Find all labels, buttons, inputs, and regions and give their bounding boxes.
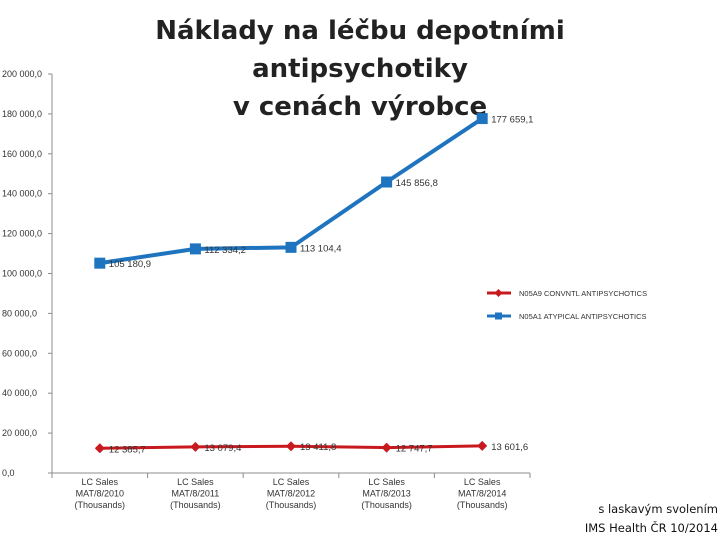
data-label: 112 334,2 [204,245,246,256]
y-tick-label: 120 000,0 [2,229,42,239]
x-category-label-line: LC Sales [464,477,501,487]
x-category-label-line: LC Sales [82,477,119,487]
x-category-label-line: (Thousands) [75,500,126,510]
data-label: 12 385,7 [109,444,146,455]
x-category-label-line: MAT/8/2013 [362,489,410,499]
y-tick-label: 0,0 [2,468,15,478]
data-label: 105 180,9 [109,259,151,270]
legend-item: N05A1 ATYPICAL ANTIPSYCHOTICS [487,312,647,321]
y-tick-label: 40 000,0 [2,388,37,398]
x-category-label-line: (Thousands) [361,500,412,510]
data-label: 12 747,7 [396,444,433,455]
credit-line-1: s laskavým svolením [598,502,718,516]
data-label: 13 079,4 [204,443,241,454]
credit-line-2: IMS Health ČR 10/2014 [584,521,718,535]
x-category-label-line: (Thousands) [457,500,508,510]
legend-marker [495,312,502,320]
series-line [99,116,484,266]
data-point-marker [285,241,297,253]
chart-axes: 0,0 20 000,0 40 000,0 60 000,0 80 000,0 100 0… [2,69,531,510]
chart-legend: N05A9 CONVNTL ANTIPSYCHOTICS N05A1 ATYPIC… [487,289,647,321]
data-point-marker [477,440,488,451]
y-tick-label: 60 000,0 [2,348,37,358]
y-tick-label: 20 000,0 [2,428,37,438]
y-tick-label: 200 000,0 [2,69,42,79]
data-label: 13 411,8 [300,442,336,453]
x-category-label-line: LC Sales [177,477,214,487]
x-category-label: LC Sales MAT/8/2011 (Thousands) [170,477,221,510]
y-tick-label: 160 000,0 [2,149,42,159]
data-point-marker [94,443,105,454]
legend-item: N05A9 CONVNTL ANTIPSYCHOTICS [487,289,647,298]
x-category-label-line: MAT/8/2011 [172,489,220,499]
y-tick-label: 140 000,0 [2,189,42,199]
data-point-marker [189,243,201,255]
x-category-label-line: (Thousands) [266,500,317,510]
chart-title: Náklady na léčbu depotními antipsychotik… [50,12,670,126]
legend-label: N05A9 CONVNTL ANTIPSYCHOTICS [519,289,647,298]
x-category-label: LC Sales MAT/8/2014 (Thousands) [457,477,508,510]
x-category-label: LC Sales MAT/8/2010 (Thousands) [75,477,126,510]
series-2: 105 180,9 112 334,2 113 104,4 145 856,8 177 … [94,113,533,270]
x-category-label: LC Sales MAT/8/2012 (Thousands) [266,477,317,510]
y-tick-label: 100 000,0 [2,269,42,279]
chart-title-line-2: v cenách výrobce [232,92,488,122]
x-category-label-line: MAT/8/2014 [458,489,506,499]
x-category-label-line: MAT/8/2010 [76,489,124,499]
data-label: 145 856,8 [396,178,438,189]
data-point-marker [94,257,106,269]
credit-note: s laskavým svolením IMS Health ČR 10/201… [560,500,718,538]
data-point-marker [381,442,392,453]
data-point-marker [381,176,393,188]
data-label: 177 659,1 [491,115,533,126]
legend-marker [494,289,503,297]
x-category-label-line: MAT/8/2012 [267,489,315,499]
chart-series: 12 385,7 13 079,4 13 411,8 12 747,7 13 601,6… [94,113,533,455]
series-1: 12 385,7 13 079,4 13 411,8 12 747,7 13 601,6 [94,440,528,455]
chart-title-line-1: Náklady na léčbu depotními antipsychotik… [155,16,565,84]
legend-label: N05A1 ATYPICAL ANTIPSYCHOTICS [519,312,647,321]
y-tick-label: 180 000,0 [2,109,42,119]
data-point-marker [286,441,296,452]
x-category-label-line: (Thousands) [170,500,221,510]
y-tick-label: 80 000,0 [2,308,37,318]
x-category-label-line: LC Sales [368,477,405,487]
data-label: 113 104,4 [300,243,342,254]
data-point-marker [190,441,201,452]
data-point-marker [476,113,488,125]
x-category-label: LC Sales MAT/8/2013 (Thousands) [361,477,412,510]
data-label: 13 601,6 [491,442,528,453]
x-category-label-line: LC Sales [273,477,310,487]
